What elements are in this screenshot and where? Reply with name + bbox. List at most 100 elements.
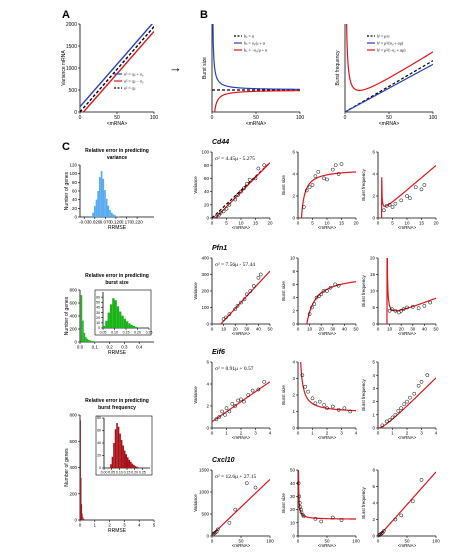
y-tick-label: 5 (372, 305, 375, 310)
inset-bar (107, 312, 110, 328)
panel-label-a: A (62, 9, 70, 21)
x-tick-label: -0.03 (79, 220, 90, 225)
inset-bar (130, 324, 133, 328)
x-tick-label: 30 (330, 327, 336, 332)
series-line (212, 24, 300, 90)
y-tick-label: 1 (372, 412, 375, 417)
x-tick-label: 0 (211, 115, 214, 121)
x-tick-label: 1 (391, 431, 394, 436)
y-axis-label: Burst frequency (335, 50, 341, 86)
data-point (301, 205, 306, 209)
data-point (312, 302, 317, 307)
y-tick-label: 0 (372, 426, 375, 431)
y-tick-label: 4 (206, 382, 209, 387)
fit-equation: σ² = 4.45μ - 5.275 (215, 156, 255, 162)
inset-bar (119, 311, 122, 328)
x-tick-label: 15 (339, 221, 345, 226)
x-tick-label: 3 (420, 431, 423, 436)
data-point (242, 399, 246, 404)
data-point (310, 396, 315, 401)
histogram-bar (94, 341, 96, 342)
y-tick-label: 2000 (66, 22, 77, 28)
y-axis-label: Burst frequency (361, 274, 366, 306)
chart-b1: 0 50 100 <mRNA> Burst size bₛ = α bₛ = σ₀/μ + … (202, 24, 304, 127)
scatter-panel: 0 5 10 15 20 0 2 4 6 <mRNA> Burst size (281, 150, 359, 230)
y-tick-label: 0 (206, 534, 209, 539)
y-tick-label: 20 (72, 206, 78, 211)
legend-label: bᶠ = μ²/(σ₀ + αμ) (377, 41, 404, 46)
data-point (214, 417, 219, 422)
data-point (224, 206, 229, 211)
data-point (233, 307, 238, 311)
histogram-bar (83, 519, 85, 520)
data-point (342, 406, 347, 411)
x-axis-label: <mRNA> (398, 543, 417, 548)
x-tick-label: 10 (221, 327, 227, 332)
x-tick-label: 10 (324, 221, 330, 226)
x-tick-label: 0.4 (136, 345, 143, 350)
data-point (224, 315, 228, 320)
y-tick-label: 0 (372, 322, 375, 327)
data-point (416, 306, 421, 311)
x-tick-label: 0 (344, 115, 347, 121)
legend-label: σ² = cμ − σ₀ (124, 79, 144, 84)
gene-name: Cxcl10 (212, 457, 235, 464)
x-tick-label: 1 (94, 523, 97, 528)
data-point (250, 388, 255, 393)
y-tick-label: 1000 (66, 66, 77, 72)
y-tick-label: 1 (292, 409, 295, 414)
y-tick-label: 10 (96, 321, 100, 325)
data-point (303, 384, 308, 389)
fit-curve (219, 270, 270, 324)
data-point (381, 529, 386, 533)
y-tick-label: 0 (206, 216, 209, 221)
data-point (422, 183, 427, 187)
y-tick-label: 20 (204, 202, 210, 207)
data-point (256, 387, 261, 392)
y-tick-label: 0 (99, 466, 101, 470)
y-tick-label: 8 (372, 468, 375, 473)
x-tick-label: 1 (311, 431, 314, 436)
y-tick-label: 0 (74, 215, 77, 220)
y-axis-label: Variance mRNA (61, 50, 67, 86)
histogram-title-line2: burst size (105, 280, 129, 286)
histogram-bar (104, 190, 106, 217)
y-tick-label: 60 (97, 429, 101, 433)
histogram-bar (105, 198, 108, 217)
y-axis-label: Number of genes (64, 448, 70, 487)
y-tick-label: 6 (372, 484, 375, 489)
data-point (224, 406, 229, 411)
histogram-bar (97, 191, 100, 217)
data-point (330, 515, 335, 520)
y-tick-label: 4 (292, 172, 295, 177)
x-axis-label: <mRNA> (232, 435, 251, 440)
data-point (242, 297, 247, 302)
data-point (393, 308, 398, 313)
inset-bar (135, 326, 138, 328)
histogram-title-line1: Relative error in predicting (85, 273, 149, 279)
data-point (299, 507, 303, 512)
data-point (300, 373, 305, 378)
y-tick-label: 0 (292, 216, 295, 221)
x-tick-label: 2 (406, 431, 409, 436)
data-point (321, 289, 326, 293)
y-tick-label: 0 (292, 426, 295, 431)
inset-bar (109, 304, 113, 328)
data-point (253, 485, 258, 490)
data-point (396, 408, 401, 413)
data-point (239, 189, 243, 194)
data-point (408, 395, 412, 400)
y-tick-label: 60 (96, 295, 100, 299)
arrow-glyph: → (169, 60, 182, 75)
inset-bar (136, 466, 138, 468)
y-tick-label: 500 (201, 512, 209, 517)
x-axis-label: <mRNA> (379, 121, 400, 127)
x-tick-label: 2 (108, 523, 111, 528)
x-axis-label: <mRNA> (318, 225, 337, 230)
y-tick-label: 60 (204, 176, 210, 181)
data-point (297, 494, 302, 499)
x-tick-label: 10 (404, 221, 410, 226)
y-tick-label: 6 (372, 150, 375, 155)
inset-bar (113, 443, 115, 468)
